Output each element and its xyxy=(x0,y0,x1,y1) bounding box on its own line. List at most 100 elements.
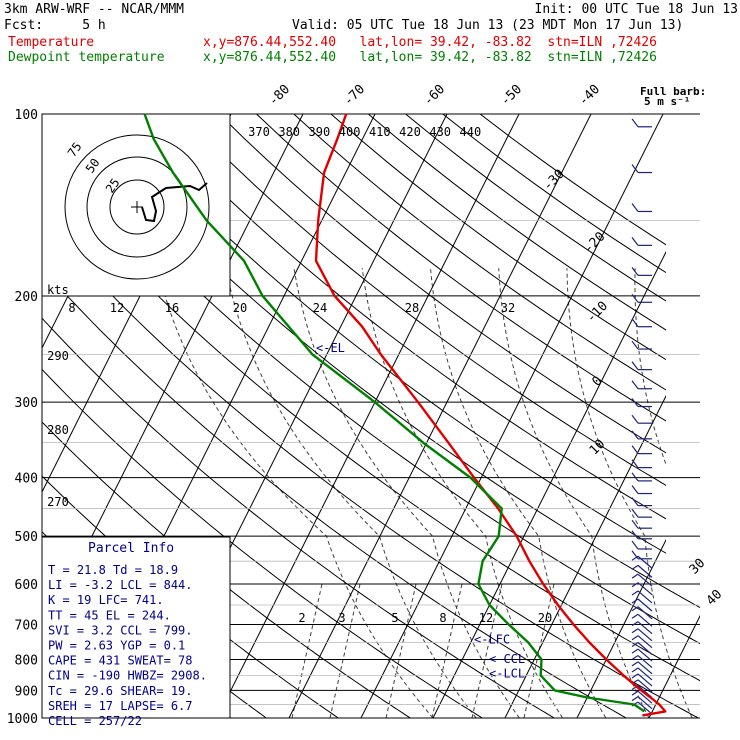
isotherm--10 xyxy=(432,114,700,718)
dry-adiabat-340 xyxy=(107,114,700,718)
wind-barb-flag xyxy=(631,642,639,648)
wind-barb-flag xyxy=(631,459,639,468)
moist-adiabat xyxy=(157,268,434,718)
isotherm-label: 40 xyxy=(704,587,726,609)
moist-adiabat xyxy=(634,268,700,718)
wind-barb xyxy=(637,564,653,578)
hodograph-ring xyxy=(109,179,165,235)
wind-barb-flag xyxy=(631,555,639,561)
mixing-ratio-top-label: 24 xyxy=(313,301,327,315)
pressure-label-300: 300 xyxy=(15,396,38,411)
mixing-ratio-line xyxy=(385,583,417,718)
wind-barb xyxy=(637,555,653,569)
mixing-ratio-top-label: 28 xyxy=(405,301,419,315)
wind-barb xyxy=(637,661,653,675)
wind-barb-flag xyxy=(631,628,639,634)
wind-barb-flag xyxy=(631,361,639,371)
wind-barb-flag xyxy=(631,690,639,696)
theta-e-label: 370 xyxy=(248,125,270,139)
isotherm-label: -70 xyxy=(341,82,368,109)
pressure-label-800: 800 xyxy=(15,653,38,668)
wind-barb xyxy=(637,573,653,587)
isotherm-10 xyxy=(576,114,700,718)
mixing-ratio-line xyxy=(471,583,503,718)
theta-e-label: 430 xyxy=(429,125,451,139)
dry-adiabat-440 xyxy=(479,114,700,718)
barb-legend-unit: 5 m s⁻¹ xyxy=(644,95,690,108)
pressure-label-400: 400 xyxy=(15,472,38,487)
isotherm--20 xyxy=(360,114,664,718)
wind-barb-flag xyxy=(631,203,639,212)
parcel-info-row: K = 19 LFC= 741. xyxy=(48,593,164,607)
wind-barb-flag xyxy=(631,472,639,482)
moist-adiabat xyxy=(361,268,564,718)
theta-e-label: 400 xyxy=(339,125,361,139)
mixing-ratio-top-label: 12 xyxy=(110,301,124,315)
hodograph-ring-label: 75 xyxy=(65,140,85,160)
isotherm-label: -20 xyxy=(581,229,608,256)
wind-barb-flag xyxy=(631,118,639,128)
dewpoint-location: x,y=876.44,552.40 lat,lon= 39.42, -83.82… xyxy=(203,50,657,65)
pressure-label-900: 900 xyxy=(15,684,38,699)
mixing-ratio-line xyxy=(329,583,361,718)
parcel-level-annotation: <-EL xyxy=(316,341,345,355)
wind-barb xyxy=(637,690,653,704)
dry-adiabat-360 xyxy=(181,114,700,718)
wind-barb-flag xyxy=(631,598,639,604)
wind-barb xyxy=(637,598,653,612)
wind-barb xyxy=(637,673,653,687)
temperature-location: x,y=876.44,552.40 lat,lon= 39.42, -83.82… xyxy=(203,35,657,50)
pressure-label-600: 600 xyxy=(15,578,38,593)
wind-barb-flag xyxy=(631,667,639,673)
parcel-info-row: CAPE = 431 SWEAT= 78 xyxy=(48,654,193,668)
forecast-hour: Fcst: 5 h xyxy=(4,18,106,33)
temperature-legend: Temperature xyxy=(8,35,95,50)
isotherm-label: -60 xyxy=(421,82,448,109)
theta-e-label: 390 xyxy=(309,125,331,139)
isotherm-label: -80 xyxy=(266,82,293,109)
theta-e-label: 380 xyxy=(278,125,300,139)
dry-adiabat-label: 290 xyxy=(47,349,69,363)
wind-barb-flag xyxy=(631,564,639,570)
wind-barb-flag xyxy=(631,655,639,661)
isotherm-label: 30 xyxy=(687,556,709,578)
dry-adiabat-410 xyxy=(367,114,700,718)
dry-adiabat-270 xyxy=(42,114,504,718)
pressure-label-700: 700 xyxy=(15,618,38,633)
wind-barb-flag xyxy=(631,606,639,612)
wind-barb-flag xyxy=(631,582,639,588)
dry-adiabat-label: 280 xyxy=(47,423,69,437)
hodograph-units: kts xyxy=(47,283,69,297)
mixing-ratio-label: 5 xyxy=(391,611,398,625)
parcel-info-title: Parcel Info xyxy=(88,541,174,556)
hodograph-ring xyxy=(86,156,188,258)
model-title: 3km ARW-WRF -- NCAR/MMM xyxy=(4,2,185,17)
parcel-level-annotation: <-CCL xyxy=(489,652,525,666)
wind-barb xyxy=(637,582,653,596)
mixing-ratio-top-label: 8 xyxy=(68,301,75,315)
isotherm--110 xyxy=(0,114,15,718)
wind-barb-flag xyxy=(631,237,639,246)
isotherm-label: -30 xyxy=(541,167,568,194)
dry-adiabat-350 xyxy=(144,114,700,718)
wind-barb-flag xyxy=(631,621,639,627)
moist-adiabat xyxy=(498,268,650,718)
moist-adiabat xyxy=(225,268,477,718)
mixing-ratio-label: 12 xyxy=(479,611,493,625)
dry-adiabat-380 xyxy=(256,114,700,718)
theta-e-label: 440 xyxy=(460,125,482,139)
dry-adiabat-310 xyxy=(42,114,700,718)
wind-barb-flag xyxy=(631,540,639,550)
pressure-label-1000: 1000 xyxy=(7,712,38,727)
theta-e-label: 420 xyxy=(399,125,421,139)
wind-barb-flag xyxy=(631,573,639,579)
parcel-info-row: SVI = 3.2 CCL = 799. xyxy=(48,623,193,637)
parcel-info-box xyxy=(41,536,231,719)
parcel-info-row: T = 21.8 Td = 18.9 xyxy=(48,563,178,577)
wind-barb-flag xyxy=(631,380,639,390)
parcel-info-row: SREH = 17 LAPSE= 6.7 xyxy=(48,699,193,713)
parcel-level-annotation: <-LFC xyxy=(474,632,510,646)
wind-barb xyxy=(637,621,653,635)
parcel-info-row: LI = -3.2 LCL = 844. xyxy=(48,578,193,592)
